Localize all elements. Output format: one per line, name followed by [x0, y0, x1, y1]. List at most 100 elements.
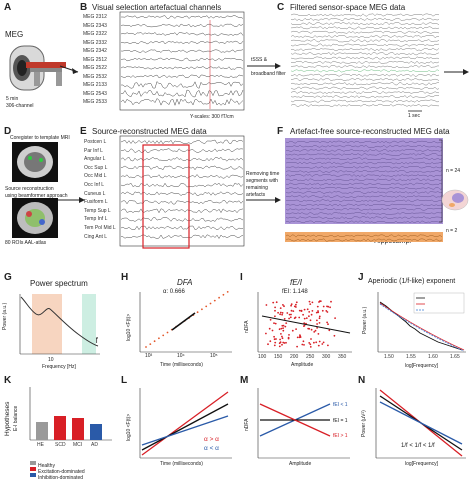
panel-label-d: D [4, 126, 12, 137]
fei-point [289, 316, 292, 319]
fei-point [300, 310, 303, 312]
l-legend-1: α > α [204, 436, 219, 443]
channel-label: MEG 2133 [83, 82, 107, 88]
parietal-trace [285, 149, 443, 152]
k-ylabel: Hypotheses [4, 401, 11, 436]
k-legend-healthy: Healthy [38, 463, 55, 469]
channel-trace [120, 23, 244, 28]
y-scale-note: Y-scales: 300 fT/cm [190, 114, 234, 120]
parietal-trace [285, 191, 443, 194]
l-legend-2: α < α [204, 445, 219, 452]
atlas-brain-image [12, 198, 58, 238]
roi-trace [120, 148, 244, 153]
dfa-point [145, 346, 147, 348]
fei-point [269, 318, 272, 321]
fei-point [280, 327, 283, 330]
j-xtick: 1.50 [384, 354, 394, 360]
beamformer-label: using beamformer approach [5, 193, 68, 199]
fei-point [295, 303, 297, 306]
channel-label: MEG 2312 [83, 14, 107, 20]
fei-point [288, 317, 290, 320]
power-spectrum-curve [20, 296, 99, 347]
filtered-trace [290, 78, 440, 81]
i-xtick: 350 [338, 354, 347, 360]
channel-trace [120, 74, 244, 79]
fei-point [316, 319, 318, 322]
channel-trace [121, 81, 244, 89]
fei-point [287, 337, 290, 340]
fei-point [317, 344, 320, 347]
fei-point [285, 322, 288, 324]
parietal-region-label-1: Parieto-occipital [376, 170, 426, 177]
fei-point [293, 305, 296, 308]
filtered-trace [290, 43, 440, 47]
m-line-fei-lt-1 [259, 403, 331, 437]
fei-point [280, 333, 282, 335]
roi-label: Occ Inf L [84, 182, 105, 188]
fei-point [308, 315, 310, 318]
fei-point [285, 341, 287, 344]
fei-point [274, 309, 276, 312]
fei-point [282, 304, 284, 306]
dfa-point [209, 302, 212, 305]
panel-label-b: B [80, 2, 88, 13]
fei-point [298, 336, 301, 339]
n-ylabel: Power (µV²) [361, 410, 367, 437]
fei-point [317, 310, 319, 312]
fei-value: fEI: 1.148 [282, 289, 308, 295]
fei-point [286, 312, 289, 314]
fei-point [278, 345, 281, 348]
fei-point [318, 317, 321, 320]
original-spectrum-curve [379, 301, 463, 351]
fei-point [303, 324, 306, 327]
j-xtick: 1.65 [450, 354, 460, 360]
fei-point [318, 315, 321, 318]
fei-point [309, 303, 312, 305]
roi-label: Tem Pol Mid L [84, 225, 116, 231]
n-line-mid [379, 395, 463, 451]
parietal-trace [285, 207, 443, 211]
filtered-trace [290, 30, 440, 34]
fei-point [319, 300, 322, 303]
h-xtick-1: 10³ [145, 353, 153, 359]
fei-point [303, 325, 305, 327]
fei-point [318, 300, 321, 302]
parietal-trace [285, 157, 443, 161]
parietal-trace [285, 165, 443, 169]
fei-point [283, 305, 285, 308]
hypothesis-bar [54, 416, 66, 440]
fei-point [326, 311, 329, 313]
fei-point [271, 329, 274, 332]
j-legend-1: Original Spectrum [427, 296, 460, 301]
parietal-trace [285, 216, 443, 219]
dfa-fit-line [171, 312, 196, 331]
fei-point [273, 322, 275, 324]
fei-point [308, 327, 311, 330]
i-xtick: 300 [322, 354, 331, 360]
roi-label: Occ Sup L [84, 164, 108, 171]
filtered-trace [290, 35, 440, 38]
roi-trace [120, 182, 244, 188]
fei-point [313, 331, 316, 333]
fei-point [310, 313, 313, 316]
meg-title: MEG [5, 30, 24, 39]
tsss-label-2: broadband filter [251, 71, 286, 77]
lr-label-hippocampi: L + R [354, 228, 371, 235]
parietal-trace [285, 186, 443, 190]
fei-point [272, 301, 275, 304]
hippocampal-trace [285, 234, 443, 238]
fei-point [309, 319, 312, 322]
fei-point [310, 338, 312, 340]
panel-e-frame [119, 135, 245, 247]
channel-label: MEG 2533 [83, 99, 107, 105]
h-xlabel: Time (milliseconds) [160, 362, 203, 368]
channel-label: MEG 2522 [83, 65, 107, 71]
filtered-trace [290, 91, 440, 94]
m-label-eq: fEI = 1 [333, 418, 348, 424]
fei-band-label: fEI [38, 341, 50, 351]
dfa-point [179, 322, 182, 325]
coregister-label: Coregister to template MRI [10, 135, 70, 141]
fei-point [281, 337, 284, 340]
n-xlabel: log[Frequency] [405, 461, 439, 467]
roi-trace [120, 208, 244, 214]
